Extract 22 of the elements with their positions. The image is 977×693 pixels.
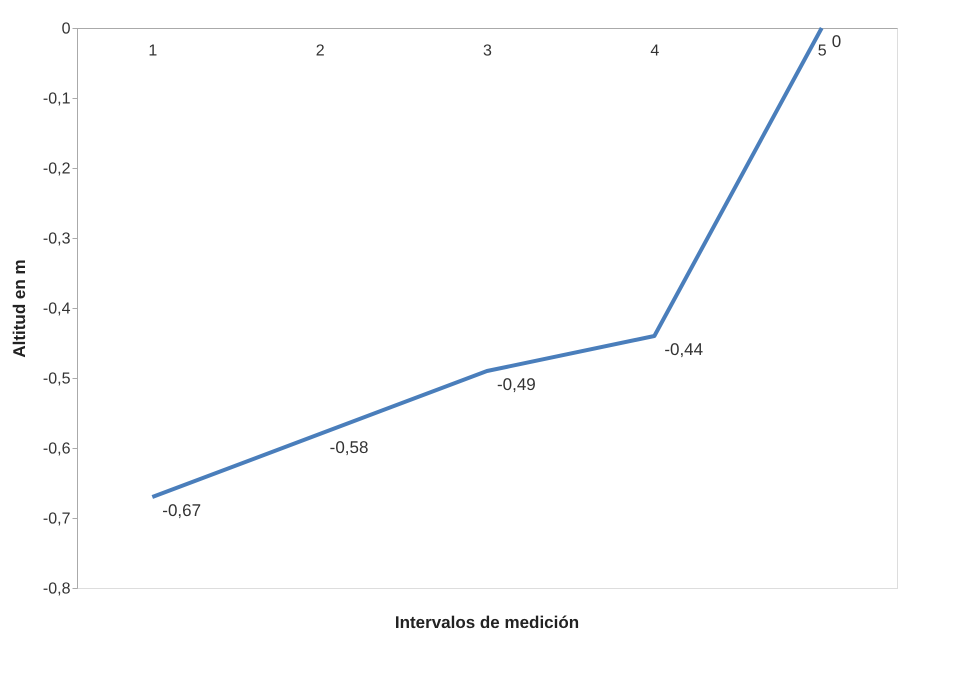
data-label: -0,49 xyxy=(497,375,536,394)
x-tick-label: 1 xyxy=(148,42,158,60)
y-tick-label: -0,7 xyxy=(42,510,71,528)
line-series xyxy=(150,26,824,499)
y-tick-label: 0 xyxy=(62,20,71,38)
data-label: 0 xyxy=(832,32,842,51)
y-tick-label: -0,6 xyxy=(42,440,71,458)
y-tick-label: -0,1 xyxy=(42,90,71,108)
x-tick-label: 4 xyxy=(650,42,660,60)
y-tick-label: -0,2 xyxy=(42,160,71,178)
y-tick-label: -0,4 xyxy=(42,300,71,318)
y-tick-label: -0,3 xyxy=(42,230,71,248)
data-label: -0,67 xyxy=(162,501,202,520)
y-tick-label: -0,5 xyxy=(42,370,71,388)
x-axis-title: Intervalos de medición xyxy=(394,613,580,632)
data-label: -0,58 xyxy=(330,438,368,457)
x-tick-label: 5 xyxy=(818,42,827,60)
data-label: -0,44 xyxy=(664,340,704,359)
x-tick-label: 3 xyxy=(483,42,492,60)
y-axis-title: Altitud en m xyxy=(10,259,29,358)
y-tick-label: -0,8 xyxy=(42,580,71,598)
x-tick-label: 2 xyxy=(316,42,325,60)
